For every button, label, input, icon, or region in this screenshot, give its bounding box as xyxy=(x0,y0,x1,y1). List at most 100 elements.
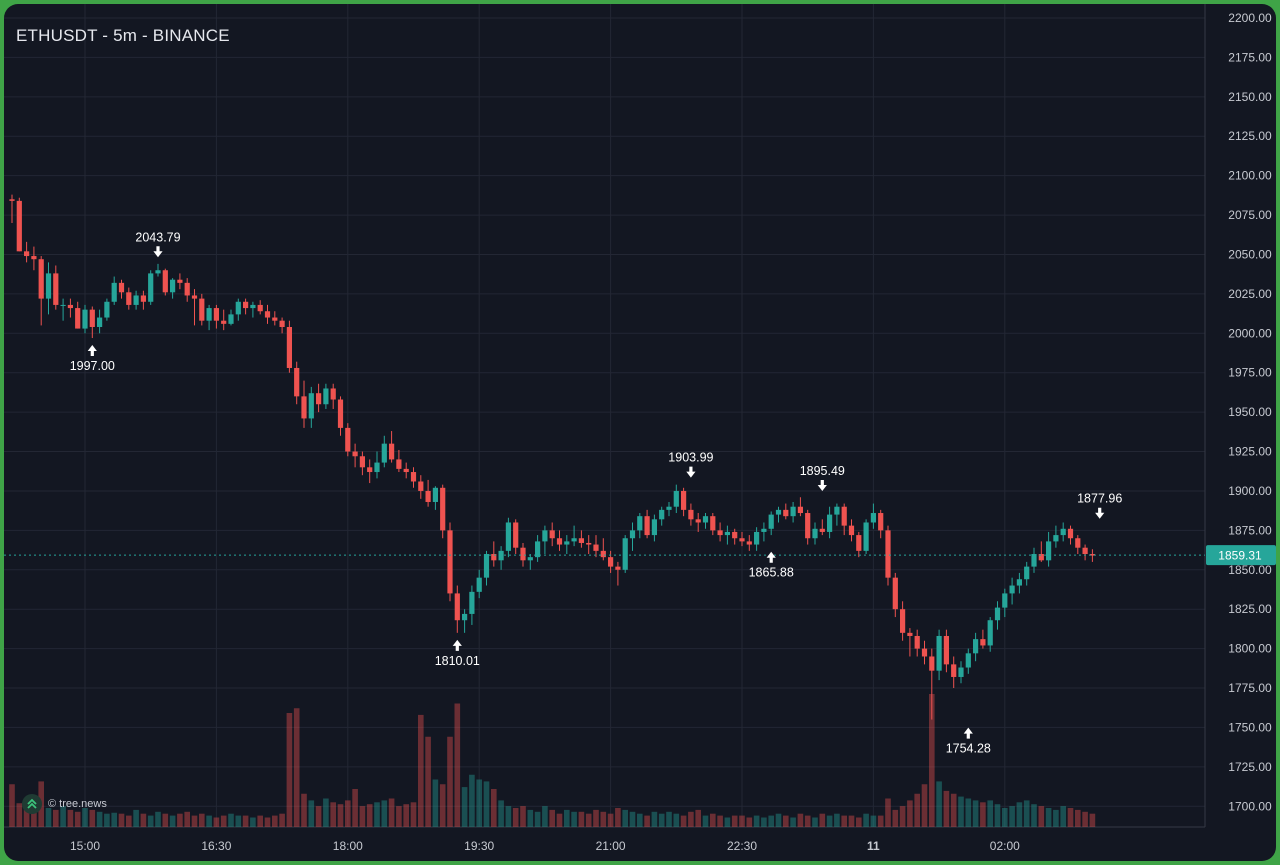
candle-body[interactable] xyxy=(170,279,176,293)
candle-body[interactable] xyxy=(67,304,73,309)
candle-body[interactable] xyxy=(702,516,709,523)
candle-body[interactable] xyxy=(943,635,949,665)
candle-body[interactable] xyxy=(805,513,811,539)
candle-body[interactable] xyxy=(513,522,519,548)
candle-body[interactable] xyxy=(980,639,986,646)
candle-body[interactable] xyxy=(228,314,234,324)
candle-body[interactable] xyxy=(724,531,730,536)
candle-body[interactable] xyxy=(483,554,490,578)
candle-body[interactable] xyxy=(819,528,825,532)
candle-body[interactable] xyxy=(60,304,66,306)
candle-body[interactable] xyxy=(498,550,504,561)
candle-body[interactable] xyxy=(688,509,694,520)
candle-body[interactable] xyxy=(564,541,570,545)
candle-body[interactable] xyxy=(666,506,672,510)
candle-body[interactable] xyxy=(768,514,774,529)
candle-body[interactable] xyxy=(885,530,891,578)
candle-body[interactable] xyxy=(841,506,847,526)
candle-body[interactable] xyxy=(1009,585,1015,594)
candle-body[interactable] xyxy=(279,320,285,327)
candle-body[interactable] xyxy=(97,317,103,327)
candle-body[interactable] xyxy=(1089,554,1095,556)
candle-body[interactable] xyxy=(739,538,745,542)
candle-body[interactable] xyxy=(82,309,88,329)
candle-body[interactable] xyxy=(505,522,511,551)
candle-body[interactable] xyxy=(272,317,278,321)
candle-body[interactable] xyxy=(754,531,760,545)
candle-body[interactable] xyxy=(783,509,789,517)
candle-body[interactable] xyxy=(775,509,782,515)
candle-body[interactable] xyxy=(797,506,803,514)
candle-body[interactable] xyxy=(856,535,862,551)
candle-body[interactable] xyxy=(1038,554,1044,561)
candle-body[interactable] xyxy=(520,547,526,561)
candle-body[interactable] xyxy=(191,295,198,299)
candle-body[interactable] xyxy=(24,251,30,257)
candle-body[interactable] xyxy=(1031,554,1037,567)
candle-body[interactable] xyxy=(622,538,628,570)
candle-body[interactable] xyxy=(965,653,971,668)
candle-body[interactable] xyxy=(148,273,154,302)
candle-body[interactable] xyxy=(75,308,81,329)
candle-body[interactable] xyxy=(914,635,920,649)
candle-body[interactable] xyxy=(549,530,555,539)
candle-body[interactable] xyxy=(608,557,614,567)
candle-body[interactable] xyxy=(951,664,957,677)
candle-body[interactable] xyxy=(1067,528,1074,539)
candle-body[interactable] xyxy=(673,490,679,507)
candle-body[interactable] xyxy=(695,519,701,523)
candle-body[interactable] xyxy=(615,566,621,570)
candle-body[interactable] xyxy=(659,509,665,520)
candle-body[interactable] xyxy=(593,544,599,551)
candle-body[interactable] xyxy=(133,295,139,305)
candle-body[interactable] xyxy=(1002,593,1008,608)
candle-body[interactable] xyxy=(681,490,687,510)
candle-body[interactable] xyxy=(1024,566,1030,580)
candle-body[interactable] xyxy=(710,516,716,531)
candle-body[interactable] xyxy=(812,528,818,539)
candle-body[interactable] xyxy=(644,516,650,536)
candle-body[interactable] xyxy=(396,459,402,469)
candle-body[interactable] xyxy=(16,200,22,252)
candle-body[interactable] xyxy=(213,308,219,321)
candle-body[interactable] xyxy=(827,514,833,532)
candle-body[interactable] xyxy=(155,270,161,274)
candle-body[interactable] xyxy=(1016,579,1022,586)
candle-body[interactable] xyxy=(491,554,497,561)
candle-body[interactable] xyxy=(1060,528,1066,536)
candle-body[interactable] xyxy=(892,577,898,610)
candle-body[interactable] xyxy=(936,635,942,671)
candle-body[interactable] xyxy=(929,656,935,671)
candle-body[interactable] xyxy=(586,542,592,545)
candle-body[interactable] xyxy=(257,304,263,312)
candle-body[interactable] xyxy=(9,199,15,201)
candle-body[interactable] xyxy=(206,308,212,321)
candle-body[interactable] xyxy=(316,393,322,405)
candle-body[interactable] xyxy=(221,320,227,324)
candle-body[interactable] xyxy=(381,443,387,463)
candle-body[interactable] xyxy=(571,538,577,542)
candle-body[interactable] xyxy=(345,427,351,452)
candle-body[interactable] xyxy=(140,295,146,302)
candle-body[interactable] xyxy=(848,525,855,536)
candle-body[interactable] xyxy=(447,530,453,594)
candle-body[interactable] xyxy=(308,393,314,419)
candle-body[interactable] xyxy=(834,506,840,515)
candle-body[interactable] xyxy=(637,516,643,531)
candle-body[interactable] xyxy=(264,311,271,318)
candle-body[interactable] xyxy=(184,282,190,296)
candle-body[interactable] xyxy=(440,487,446,531)
candle-body[interactable] xyxy=(1082,547,1088,555)
candle-body[interactable] xyxy=(863,522,869,551)
candle-body[interactable] xyxy=(462,613,468,621)
candle-body[interactable] xyxy=(469,591,475,614)
candle-body[interactable] xyxy=(958,667,964,677)
candle-body[interactable] xyxy=(301,396,307,419)
candle-body[interactable] xyxy=(199,298,205,321)
candle-body[interactable] xyxy=(629,530,636,539)
candle-body[interactable] xyxy=(476,577,482,592)
candle-body[interactable] xyxy=(432,487,438,502)
candle-body[interactable] xyxy=(337,399,344,428)
candle-body[interactable] xyxy=(31,256,37,260)
candle-body[interactable] xyxy=(126,292,132,305)
